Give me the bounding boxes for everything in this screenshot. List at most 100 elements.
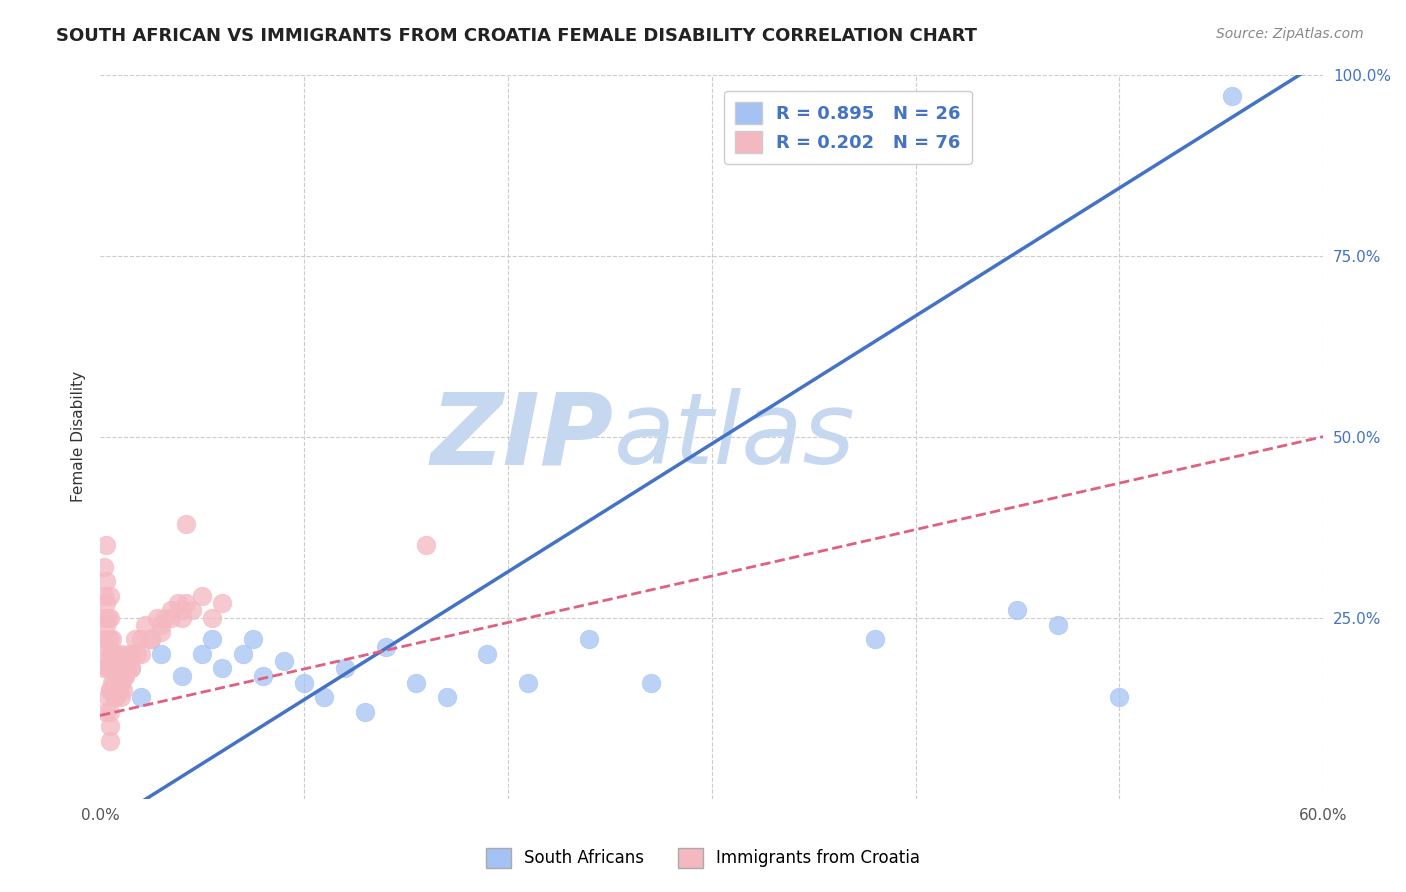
Point: [129, 632, 152, 647]
Point: [333, 661, 356, 675]
Point: [110, 676, 132, 690]
Point: [97, 690, 120, 705]
Point: [354, 705, 377, 719]
Point: [121, 647, 143, 661]
Text: atlas: atlas: [614, 388, 855, 485]
Point: [98, 734, 121, 748]
Point: [166, 596, 188, 610]
Point: [110, 676, 132, 690]
Point: [93, 560, 115, 574]
Point: [415, 538, 437, 552]
Point: [314, 690, 336, 705]
Point: [160, 610, 183, 624]
Point: [101, 661, 124, 675]
Point: [201, 632, 224, 647]
Point: [97, 632, 120, 647]
Point: [115, 661, 138, 675]
Point: [98, 589, 121, 603]
Point: [120, 661, 142, 675]
Point: [101, 632, 124, 647]
Point: [96, 618, 118, 632]
Point: [436, 690, 458, 705]
Point: [93, 610, 115, 624]
Point: [98, 632, 121, 647]
Point: [105, 683, 128, 698]
Point: [129, 690, 152, 705]
Point: [103, 690, 125, 705]
Point: [191, 589, 214, 603]
Point: [98, 719, 121, 733]
Point: [174, 516, 197, 531]
Point: [98, 661, 121, 675]
Point: [97, 661, 120, 675]
Point: [103, 647, 125, 661]
Point: [105, 647, 128, 661]
Point: [129, 647, 152, 661]
Point: [170, 603, 193, 617]
Point: [1108, 690, 1130, 705]
Point: [111, 683, 134, 698]
Point: [114, 668, 136, 682]
Point: [98, 610, 121, 624]
Point: [96, 705, 118, 719]
Point: [150, 618, 173, 632]
Point: [174, 596, 197, 610]
Point: [405, 676, 427, 690]
Point: [170, 668, 193, 682]
Point: [93, 661, 115, 675]
Point: [96, 647, 118, 661]
Point: [96, 538, 118, 552]
Point: [96, 596, 118, 610]
Legend: R = 0.895   N = 26, R = 0.202   N = 76: R = 0.895 N = 26, R = 0.202 N = 76: [724, 91, 972, 164]
Point: [110, 690, 132, 705]
Point: [139, 632, 162, 647]
Y-axis label: Female Disability: Female Disability: [72, 371, 86, 502]
Point: [477, 647, 499, 661]
Legend: South Africans, Immigrants from Croatia: South Africans, Immigrants from Croatia: [479, 841, 927, 875]
Point: [201, 610, 224, 624]
Text: SOUTH AFRICAN VS IMMIGRANTS FROM CROATIA FEMALE DISABILITY CORRELATION CHART: SOUTH AFRICAN VS IMMIGRANTS FROM CROATIA…: [56, 27, 977, 45]
Point: [98, 683, 121, 698]
Point: [180, 603, 202, 617]
Point: [105, 661, 128, 675]
Point: [292, 676, 315, 690]
Point: [124, 632, 146, 647]
Point: [273, 654, 295, 668]
Point: [134, 618, 156, 632]
Point: [1007, 603, 1029, 617]
Point: [211, 596, 233, 610]
Point: [105, 690, 128, 705]
Point: [96, 574, 118, 589]
Point: [110, 661, 132, 675]
Point: [863, 632, 886, 647]
Point: [242, 632, 264, 647]
Text: Source: ZipAtlas.com: Source: ZipAtlas.com: [1216, 27, 1364, 41]
Point: [114, 668, 136, 682]
Point: [139, 632, 162, 647]
Point: [640, 676, 662, 690]
Point: [98, 705, 121, 719]
Point: [98, 683, 121, 698]
Point: [150, 647, 173, 661]
Point: [211, 661, 233, 675]
Text: ZIP: ZIP: [430, 388, 614, 485]
Point: [232, 647, 254, 661]
Point: [1047, 618, 1070, 632]
Point: [155, 610, 177, 624]
Point: [517, 676, 540, 690]
Point: [101, 647, 124, 661]
Point: [103, 676, 125, 690]
Point: [103, 661, 125, 675]
Point: [110, 647, 132, 661]
Point: [101, 676, 124, 690]
Point: [120, 661, 142, 675]
Point: [105, 676, 128, 690]
Point: [107, 668, 129, 682]
Point: [93, 589, 115, 603]
Point: [150, 625, 173, 640]
Point: [93, 632, 115, 647]
Point: [1220, 89, 1243, 103]
Point: [125, 647, 148, 661]
Point: [107, 683, 129, 698]
Point: [252, 668, 274, 682]
